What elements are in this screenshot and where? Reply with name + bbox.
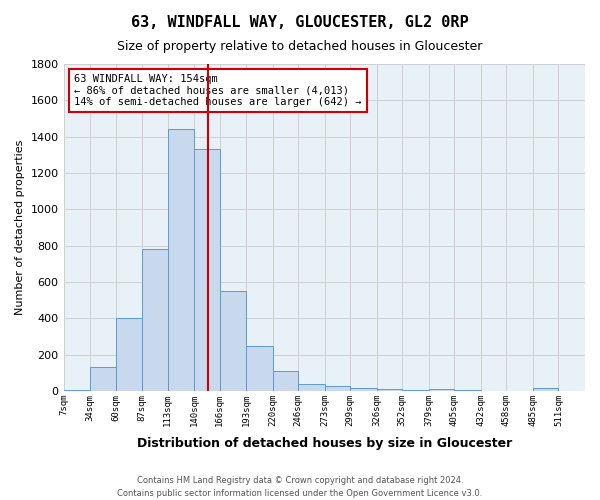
Bar	[350, 388, 377, 391]
Bar	[429, 390, 454, 391]
Bar	[298, 384, 325, 391]
Bar	[220, 291, 246, 391]
Bar	[454, 390, 481, 391]
Y-axis label: Number of detached properties: Number of detached properties	[15, 140, 25, 315]
Bar	[167, 130, 194, 391]
Bar	[273, 371, 298, 391]
Bar	[377, 390, 403, 391]
Bar	[194, 150, 220, 391]
Bar	[403, 390, 429, 391]
Bar	[533, 388, 559, 391]
Bar	[246, 346, 273, 391]
Bar	[325, 386, 350, 391]
X-axis label: Distribution of detached houses by size in Gloucester: Distribution of detached houses by size …	[137, 437, 512, 450]
Bar	[64, 390, 90, 391]
Bar	[90, 368, 116, 391]
Text: 63, WINDFALL WAY, GLOUCESTER, GL2 0RP: 63, WINDFALL WAY, GLOUCESTER, GL2 0RP	[131, 15, 469, 30]
Text: 63 WINDFALL WAY: 154sqm
← 86% of detached houses are smaller (4,013)
14% of semi: 63 WINDFALL WAY: 154sqm ← 86% of detache…	[74, 74, 361, 107]
Bar	[116, 318, 142, 391]
Text: Contains HM Land Registry data © Crown copyright and database right 2024.: Contains HM Land Registry data © Crown c…	[137, 476, 463, 485]
Bar	[142, 249, 167, 391]
Text: Size of property relative to detached houses in Gloucester: Size of property relative to detached ho…	[118, 40, 482, 53]
Text: Contains public sector information licensed under the Open Government Licence v3: Contains public sector information licen…	[118, 488, 482, 498]
